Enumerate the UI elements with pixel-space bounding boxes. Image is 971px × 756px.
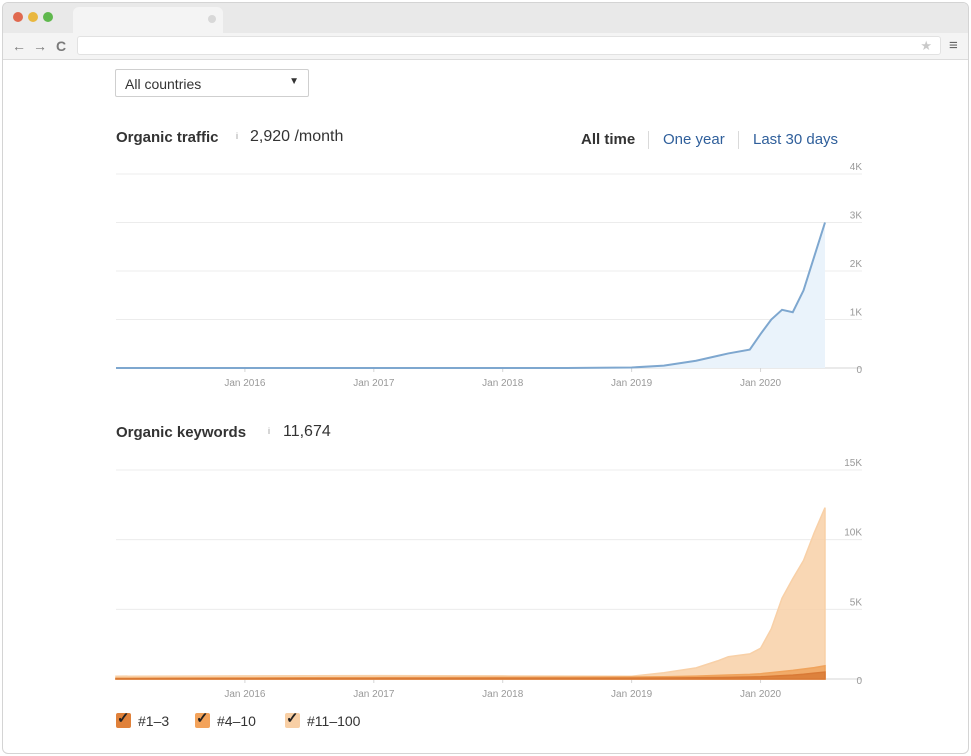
address-bar[interactable]: ★ <box>77 36 941 55</box>
y-tick-label: 10K <box>844 528 862 539</box>
minimize-window-button[interactable] <box>28 12 38 22</box>
browser-tab[interactable] <box>73 7 223 33</box>
close-window-button[interactable] <box>13 12 23 22</box>
back-icon[interactable]: ← <box>12 38 26 54</box>
checkmark-icon: ✓ <box>286 710 299 727</box>
menu-icon[interactable]: ≡ <box>949 37 958 54</box>
organic-traffic-title: Organic traffic <box>116 129 219 146</box>
traffic-line <box>116 222 826 369</box>
x-tick-label: Jan 2018 <box>482 378 524 389</box>
y-tick-label: 2K <box>850 259 863 270</box>
legend-checkbox[interactable]: ✓ <box>116 710 131 728</box>
range-separator <box>648 131 649 149</box>
tab-close-icon[interactable] <box>208 15 216 23</box>
checkmark-icon: ✓ <box>196 710 209 727</box>
y-tick-label: 5K <box>850 597 863 608</box>
range-all-time[interactable]: All time <box>581 131 636 148</box>
country-select[interactable]: All countries ▼ <box>115 69 309 97</box>
range-separator <box>738 131 739 149</box>
reload-icon[interactable]: C <box>56 38 67 54</box>
organic-keywords-value: 11,674 <box>283 423 331 440</box>
x-tick-label: Jan 2017 <box>353 689 395 700</box>
info-icon[interactable]: i <box>236 131 238 141</box>
title-bar <box>3 3 968 33</box>
x-tick-label: Jan 2019 <box>611 689 653 700</box>
x-tick-label: Jan 2016 <box>224 689 266 700</box>
caret-down-icon: ▼ <box>289 76 299 87</box>
x-tick-label: Jan 2017 <box>353 378 395 389</box>
series-area <box>115 671 826 680</box>
organic-traffic-value: 2,920 /month <box>250 128 344 145</box>
x-tick-label: Jan 2018 <box>482 689 524 700</box>
info-icon[interactable]: i <box>268 426 270 436</box>
browser-toolbar: ← → C ★ ≡ <box>3 33 968 60</box>
y-tick-label: 1K <box>850 308 863 319</box>
legend-label: #4–10 <box>217 713 256 729</box>
legend-label: #11–100 <box>307 713 361 729</box>
x-tick-label: Jan 2020 <box>740 378 782 389</box>
legend-checkbox[interactable]: ✓ <box>285 710 300 728</box>
y-tick-label: 0 <box>856 365 862 376</box>
country-select-value: All countries <box>125 76 202 92</box>
range-one-year[interactable]: One year <box>663 131 725 148</box>
x-tick-label: Jan 2019 <box>611 378 653 389</box>
y-tick-label: 0 <box>856 676 862 687</box>
organic-keywords-title: Organic keywords <box>116 424 247 441</box>
y-tick-label: 3K <box>850 211 863 222</box>
forward-icon[interactable]: → <box>33 38 47 54</box>
legend-label: #1–3 <box>138 713 170 729</box>
range-last-30-days[interactable]: Last 30 days <box>753 131 839 148</box>
series-area <box>115 507 826 680</box>
x-tick-label: Jan 2016 <box>224 378 266 389</box>
x-tick-label: Jan 2020 <box>740 689 782 700</box>
traffic-area <box>116 222 825 368</box>
y-tick-label: 4K <box>850 162 863 173</box>
legend-checkbox[interactable]: ✓ <box>195 710 210 728</box>
maximize-window-button[interactable] <box>43 12 53 22</box>
bookmark-star-icon[interactable]: ★ <box>920 38 932 53</box>
y-tick-label: 15K <box>844 458 862 469</box>
checkmark-icon: ✓ <box>117 710 130 727</box>
